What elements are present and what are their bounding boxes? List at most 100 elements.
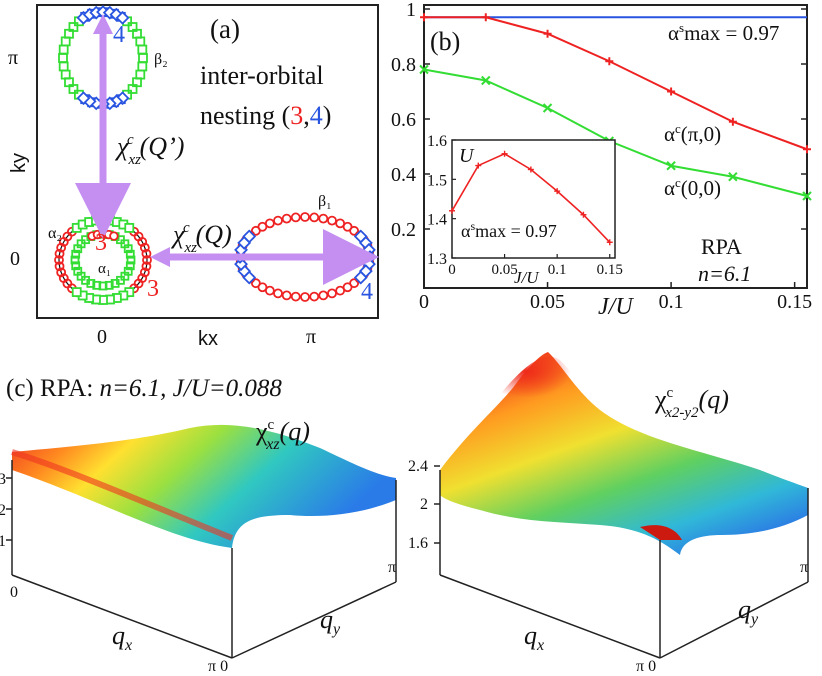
left-qx-axis xyxy=(11,574,233,659)
beta2-diamond-1-6 xyxy=(76,91,91,106)
alpha1-marker-27 xyxy=(125,249,135,259)
beta1-marker-7 xyxy=(335,285,346,296)
right-surface-title: χc x2-y2(q) xyxy=(654,385,729,421)
orbital-3-right: 3 xyxy=(147,276,159,302)
nesting-arrow-q-head-left xyxy=(150,247,170,267)
b-xtick-label-0: 0 xyxy=(419,291,429,313)
alpha1-circle-4 xyxy=(109,231,119,241)
alpha2-marker-1 xyxy=(141,261,152,272)
ytick-pi: π xyxy=(8,47,18,69)
inset-xtick-label-1: 0.05 xyxy=(491,262,517,278)
inset-point-5 xyxy=(580,211,587,218)
alpha2-marker-21 xyxy=(54,248,65,259)
xtick-pi: π xyxy=(306,326,316,348)
alpha1-marker-1 xyxy=(125,261,135,271)
b-series-1-point-5 xyxy=(728,117,737,126)
inset-ylabel: U xyxy=(459,145,475,167)
inset-series xyxy=(449,150,613,246)
beta1-marker-13 xyxy=(281,290,292,301)
b-ytick-label-3: 0.8 xyxy=(391,54,416,76)
surface-left-mesh xyxy=(12,424,396,548)
beta1-marker-14 xyxy=(273,288,283,299)
inset-point-3 xyxy=(527,166,534,173)
label-rpa: RPA xyxy=(701,234,742,259)
left-qx-label: qx xyxy=(112,621,132,654)
inset-ytick-label-3: 1.6 xyxy=(427,133,447,150)
inset-point-1 xyxy=(475,162,482,169)
inset-xlabel: J/U xyxy=(514,268,540,287)
label-alpha1: α₁ xyxy=(98,261,111,277)
b-point-d2-0 xyxy=(419,64,429,75)
b-series-1-point-4 xyxy=(667,87,676,96)
right-axis-pi: π xyxy=(800,559,808,576)
right-qy-axis xyxy=(659,581,809,659)
panel-c-tag: (c) RPA: n=6.1, J/U=0.088 xyxy=(6,375,282,402)
right-qx-axis xyxy=(439,574,661,659)
right-ztick-2: 2 xyxy=(420,496,428,513)
beta1-marker-35 xyxy=(318,213,329,224)
label-n: n=6.1 xyxy=(698,261,751,286)
b-point-d2-5 xyxy=(728,172,738,182)
b-series-1-point-6 xyxy=(803,145,811,154)
alpha2-marker-2 xyxy=(139,267,150,278)
beta2-marker-21 xyxy=(68,22,79,32)
title-nesting: nesting ( xyxy=(200,101,290,130)
alpha2-marker-19 xyxy=(54,261,65,272)
left-ztick-1: 1 xyxy=(0,533,6,550)
beta1-marker-12 xyxy=(290,291,301,302)
alpha2-marker-37 xyxy=(137,236,148,247)
nesting-arrow-q-prime-head-top xyxy=(93,14,113,34)
panel-c: (c) RPA: n=6.1, J/U=0.088 3 2 1 0 π 0 π … xyxy=(0,352,809,675)
b-series-1-point-1 xyxy=(481,13,490,22)
beta1-marker-33 xyxy=(300,212,310,222)
left-qy-label: qy xyxy=(320,605,341,638)
beta2-marker-0 xyxy=(138,53,148,63)
ky-label: ky xyxy=(8,153,30,173)
panel-b-tag: (b) xyxy=(430,27,460,56)
label-alpha-c-00: αc(0,0) xyxy=(664,175,721,200)
alpha1-marker-8 xyxy=(92,280,102,290)
b-ytick-label-0: 0.2 xyxy=(391,219,416,241)
panel-a: (a) inter-orbital nesting (3,4) χxzc (Q’)… xyxy=(8,4,379,350)
panel-c-tag-prefix: (c) RPA: xyxy=(6,375,100,402)
alpha2-square-0-8 xyxy=(124,223,135,233)
beta1-marker-36 xyxy=(327,215,337,226)
alpha1-marker-5 xyxy=(110,279,120,288)
beta2-marker-16 xyxy=(58,61,69,72)
alpha1-marker-12 xyxy=(73,266,83,276)
label-alpha2: α₂ xyxy=(48,225,62,242)
inset-xtick-label-3: 0.15 xyxy=(597,262,623,278)
b-point-d2-4 xyxy=(666,161,676,171)
inset-frame xyxy=(451,139,616,259)
b-point-d2-1 xyxy=(481,75,491,86)
left-axis-pi: π xyxy=(388,559,396,576)
label-beta1: β₁ xyxy=(318,193,332,210)
panel-a-title-line2: nesting (3,4) xyxy=(200,101,331,130)
b-ytick-label-1: 0.4 xyxy=(391,164,416,186)
kx-label: kx xyxy=(198,328,218,350)
alpha2-marker-18 xyxy=(56,267,67,278)
left-qy-axis xyxy=(231,581,397,659)
label-alpha-c-pi0: αc(π,0) xyxy=(664,121,721,146)
ytick-0: 0 xyxy=(10,248,20,270)
inset-point-4 xyxy=(554,188,561,195)
inset-point-2 xyxy=(501,150,508,157)
title-comma: , xyxy=(303,101,310,130)
beta1-marker-30 xyxy=(273,215,283,226)
b-series-2-point-1 xyxy=(481,75,491,86)
inset-ytick-label-0: 1.3 xyxy=(427,251,447,268)
b-xtick-label-2: 0.1 xyxy=(659,291,684,313)
right-ztick-1-6: 1.6 xyxy=(408,535,428,552)
alpha1-marker-14 xyxy=(70,255,80,265)
beta1-diamond-1-6 xyxy=(242,229,257,244)
alpha1-marker-15 xyxy=(71,249,81,259)
b-point-d2-6 xyxy=(802,191,812,201)
beta1-marker-32 xyxy=(290,212,301,223)
inset-xtick-label-0: 0 xyxy=(448,262,456,278)
inset-axes: 1.3 1.4 1.5 1.6 0 0.05 0.1 0.15 xyxy=(427,133,623,278)
beta1-marker-11 xyxy=(300,292,310,302)
beta1-marker-9 xyxy=(318,290,329,301)
right-axis-pi0: π 0 xyxy=(636,658,656,675)
inset-ytick-label-2: 1.5 xyxy=(427,172,447,189)
surface-plot-left: 3 2 1 0 π 0 π qx qy χc xz(q) xyxy=(0,417,397,675)
